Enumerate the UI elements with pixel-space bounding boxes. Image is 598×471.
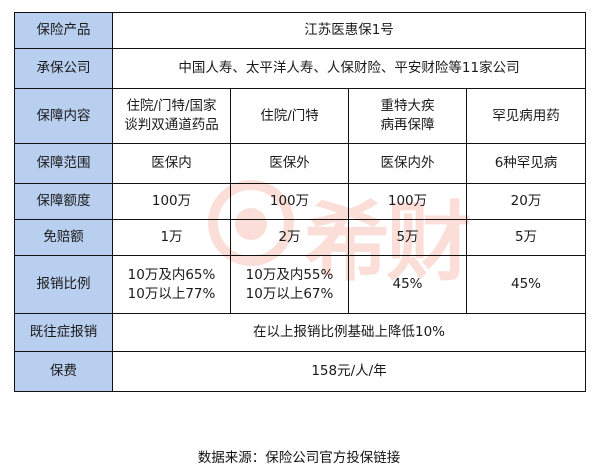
deductible-cell: 2万 — [230, 219, 349, 256]
premium-label: 保费 — [14, 351, 113, 392]
product-value: 江苏医惠保1号 — [111, 12, 587, 49]
row-insurer: 承保公司 中国人寿、太平洋人寿、人保财险、平安财险等11家公司 — [14, 48, 587, 89]
scope-cell: 医保内 — [112, 143, 231, 184]
coverage-line: 住院/门特 — [260, 107, 319, 124]
deductible-label: 免赔额 — [14, 219, 113, 256]
coverage-line: 罕见病用药 — [492, 107, 560, 124]
ratio-line: 45% — [511, 276, 542, 292]
ratio-label: 报销比例 — [14, 255, 113, 314]
row-scope: 保障范围 医保内 医保外 医保内外 6种罕见病 — [14, 143, 587, 184]
ratio-line: 45% — [392, 276, 423, 292]
ratio-line: 10万以上67% — [245, 285, 334, 302]
insurer-label: 承保公司 — [14, 48, 113, 89]
ratio-cell: 45% — [348, 255, 467, 314]
scope-cell: 6种罕见病 — [465, 143, 587, 184]
row-premium: 保费 158元/人/年 — [14, 351, 587, 392]
coverage-cell: 住院/门特/国家 谈判双通道药品 — [112, 88, 231, 144]
row-coverage: 保障内容 住院/门特/国家 谈判双通道药品 住院/门特 重特大疾 病再保障 罕见… — [14, 88, 587, 144]
row-amount: 保障额度 100万 100万 100万 20万 — [14, 183, 587, 220]
coverage-line: 谈判双通道药品 — [124, 117, 219, 133]
insurance-table: 保险产品 江苏医惠保1号 承保公司 中国人寿、太平洋人寿、人保财险、平安财险等1… — [14, 12, 587, 392]
coverage-line: 病再保障 — [380, 117, 435, 133]
ratio-line: 10万及内55% — [245, 266, 334, 283]
coverage-line: 住院/门特/国家 — [126, 98, 217, 114]
ratio-cell: 10万及内55% 10万以上67% — [230, 255, 349, 314]
ratio-cell: 45% — [465, 255, 587, 314]
row-product: 保险产品 江苏医惠保1号 — [14, 12, 587, 49]
coverage-cell: 住院/门特 — [230, 88, 349, 144]
coverage-label: 保障内容 — [14, 88, 113, 144]
scope-cell: 医保内外 — [348, 143, 467, 184]
coverage-cell: 重特大疾 病再保障 — [348, 88, 467, 144]
preexisting-label: 既往症报销 — [14, 313, 113, 352]
deductible-cell: 5万 — [348, 219, 467, 256]
data-source-note: 数据来源：保险公司官方投保链接 — [197, 450, 401, 466]
amount-cell: 100万 — [230, 183, 349, 220]
amount-label: 保障额度 — [14, 183, 113, 220]
premium-value: 158元/人/年 — [111, 351, 587, 392]
amount-cell: 100万 — [112, 183, 231, 220]
amount-cell: 20万 — [465, 183, 587, 220]
product-label: 保险产品 — [14, 12, 113, 49]
row-ratio: 报销比例 10万及内65% 10万以上77% 10万及内55% 10万以上67%… — [14, 255, 587, 314]
ratio-cell: 10万及内65% 10万以上77% — [112, 255, 231, 314]
deductible-cell: 1万 — [112, 219, 231, 256]
insurer-value: 中国人寿、太平洋人寿、人保财险、平安财险等11家公司 — [111, 48, 587, 89]
ratio-line: 10万以上77% — [127, 285, 216, 302]
row-deductible: 免赔额 1万 2万 5万 5万 — [14, 219, 587, 256]
deductible-cell: 5万 — [465, 219, 587, 256]
row-preexisting: 既往症报销 在以上报销比例基础上降低10% — [14, 313, 587, 352]
scope-label: 保障范围 — [14, 143, 113, 184]
amount-cell: 100万 — [348, 183, 467, 220]
scope-cell: 医保外 — [230, 143, 349, 184]
ratio-line: 10万及内65% — [127, 266, 216, 283]
coverage-line: 重特大疾 — [380, 98, 435, 114]
coverage-cell: 罕见病用药 — [465, 88, 587, 144]
insurance-comparison-sheet: 保险产品 江苏医惠保1号 承保公司 中国人寿、太平洋人寿、人保财险、平安财险等1… — [14, 12, 587, 392]
preexisting-value: 在以上报销比例基础上降低10% — [111, 313, 587, 352]
